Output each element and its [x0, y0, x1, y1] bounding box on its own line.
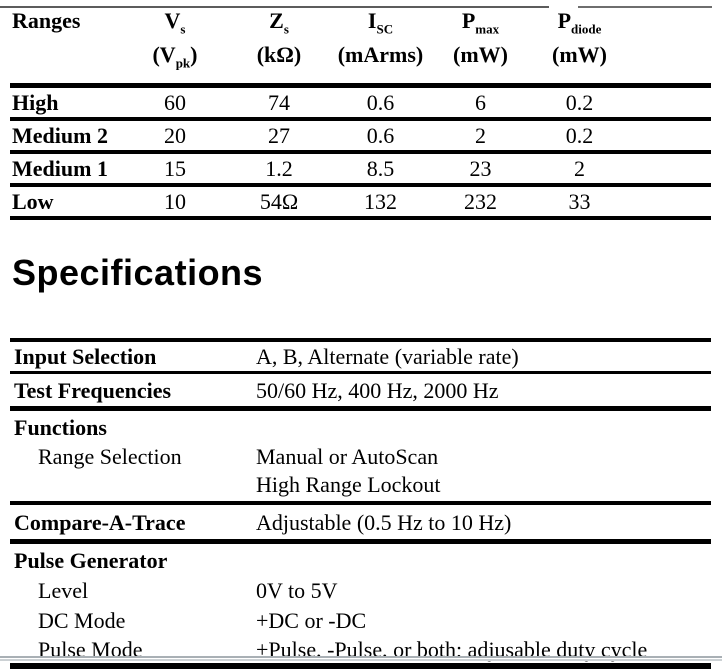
spec-label: Level [38, 577, 89, 603]
spec-value: Manual or AutoScan High Range Lockout [256, 441, 711, 501]
table-cell: 2 [475, 122, 486, 148]
table-cell: 74 [268, 89, 290, 115]
table-cell: 0.6 [366, 89, 395, 115]
spec-value: A, B, Alternate (variable rate) [256, 343, 519, 369]
table-cell: 60 [164, 89, 186, 115]
spec-label: Functions [14, 414, 107, 440]
table-row-medium-1: Medium 1 15 1.2 8.5 23 2 [10, 152, 711, 185]
table-cell: 8.5 [366, 155, 395, 181]
spec-value-line-2: High Range Lockout [256, 471, 441, 497]
bottom-window-edge [0, 656, 722, 661]
table-cell: 2 [574, 155, 585, 181]
ranges-header-row: Ranges Vs (Vpk) Zs (kΩ) ISC (mArms) Pmax… [10, 6, 711, 86]
spec-row-pulse-mode: Pulse Mode +Pulse, -Pulse, or both; adju… [10, 634, 711, 669]
spec-row-level: Level 0V to 5V [10, 574, 711, 604]
table-cell: 0.2 [565, 89, 594, 115]
table-row-high: High 60 74 0.6 6 0.2 [10, 85, 711, 119]
col-header-pdiode: Pdiode (mW) [552, 8, 607, 68]
table-row-low: Low 10 54Ω 132 232 33 [10, 185, 711, 218]
spacer-cell [626, 6, 711, 85]
table-cell: 232 [464, 188, 497, 214]
spec-row-dc-mode: DC Mode +DC or -DC [10, 604, 711, 634]
spec-row-range-selection: Range Selection Manual or AutoScan High … [10, 441, 711, 505]
table-cell: 0.2 [565, 122, 594, 148]
row-label: Medium 2 [12, 122, 108, 148]
spec-row-pulse-generator: Pulse Generator [10, 544, 711, 574]
row-label: Low [12, 188, 54, 214]
spec-row-input-selection: Input Selection A, B, Alternate (variabl… [10, 342, 711, 374]
spec-label: Pulse Generator [14, 547, 168, 573]
table-cell: 1.2 [265, 155, 293, 181]
spec-value: 50/60 Hz, 400 Hz, 2000 Hz [256, 377, 499, 403]
spec-label: Compare-A-Trace [14, 509, 186, 535]
table-cell: 15 [164, 155, 186, 181]
spec-value: Adjustable (0.5 Hz to 10 Hz) [256, 509, 512, 535]
top-partial-rule-left [0, 6, 549, 8]
spec-value-line-1: Manual or AutoScan [256, 443, 439, 469]
table-cell: 20 [164, 122, 186, 148]
col-header-vs: Vs (Vpk) [152, 8, 198, 71]
row-label: Medium 1 [12, 155, 108, 181]
document-page: Ranges Vs (Vpk) Zs (kΩ) ISC (mArms) Pmax… [0, 6, 722, 669]
spacer-cell [626, 85, 711, 119]
table-row-medium-2: Medium 2 20 27 0.6 2 0.2 [10, 119, 711, 152]
row-label: High [12, 89, 59, 115]
spec-value [256, 411, 711, 441]
bottom-edge-line-3 [0, 659, 722, 661]
spacer-cell [626, 185, 711, 218]
table-cell: 0.6 [366, 122, 395, 148]
spec-value: 0V to 5V [256, 577, 338, 603]
spec-label: Input Selection [14, 343, 157, 369]
spec-label: Range Selection [38, 443, 182, 469]
spec-table: Input Selection A, B, Alternate (variabl… [10, 337, 711, 669]
spec-row-test-frequencies: Test Frequencies 50/60 Hz, 400 Hz, 2000 … [10, 374, 711, 411]
top-partial-rule-right [578, 6, 712, 8]
spacer-cell [626, 119, 711, 152]
spec-label: DC Mode [38, 607, 126, 633]
table-cell: 10 [164, 188, 186, 214]
top-partial-rule [0, 6, 722, 8]
table-cell: 6 [475, 89, 486, 115]
ranges-table: Ranges Vs (Vpk) Zs (kΩ) ISC (mArms) Pmax… [10, 6, 711, 220]
table-cell: 27 [268, 122, 290, 148]
spec-label: Test Frequencies [14, 377, 172, 403]
table-cell: 132 [364, 188, 397, 214]
table-cell: 54Ω [259, 188, 299, 214]
col-header-zs: Zs (kΩ) [256, 8, 302, 68]
spec-row-functions: Functions [10, 411, 711, 441]
col-header-isc: ISC (mArms) [337, 8, 424, 68]
table-cell: 33 [568, 188, 591, 214]
spec-value [256, 544, 711, 574]
spacer-cell [626, 152, 711, 185]
col-header-pmax: Pmax (mW) [453, 8, 508, 68]
spec-value: +DC or -DC [256, 607, 367, 633]
table-cell: 23 [469, 155, 492, 181]
col-header-ranges: Ranges [12, 8, 81, 33]
spec-row-compare-a-trace: Compare-A-Trace Adjustable (0.5 Hz to 10… [10, 505, 711, 544]
section-title: Specifications [12, 251, 264, 293]
